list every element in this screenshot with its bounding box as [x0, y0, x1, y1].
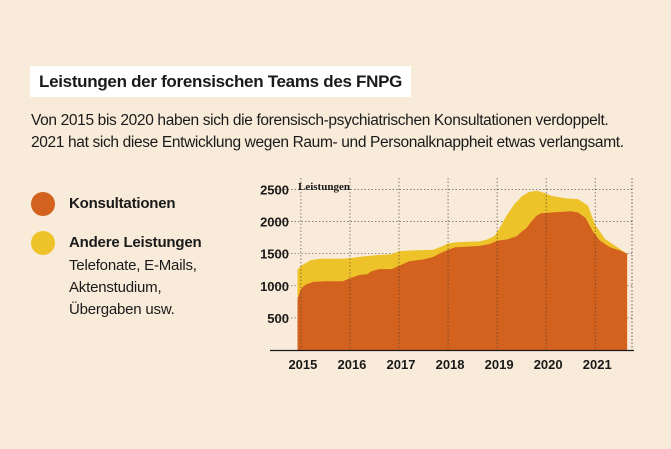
y-tick-label: 2000: [260, 215, 289, 230]
y-tick-label: 1500: [260, 247, 289, 262]
x-tick-label: 2015: [288, 357, 317, 372]
x-tick-label: 2019: [485, 357, 514, 372]
chart-subtitle: Von 2015 bis 2020 haben sich die forensi…: [31, 110, 661, 154]
subtitle-line-1: Von 2015 bis 2020 haben sich die forensi…: [31, 112, 609, 129]
chart-title: Leistungen der forensischen Teams des FN…: [30, 66, 412, 97]
legend-label-konsultationen: Konsultationen: [69, 195, 176, 212]
x-tick-label: 2016: [337, 357, 366, 372]
legend-description-line: Telefonate, E-Mails,: [69, 257, 197, 274]
y-axis-label: Leistungen: [298, 181, 350, 193]
legend-swatch-konsultationen: [31, 192, 55, 216]
x-tick-label: 2017: [387, 357, 416, 372]
legend-label-andere-leistungen: Andere Leistungen: [69, 234, 202, 251]
y-tick-label: 500: [267, 311, 289, 326]
x-tick-label: 2018: [436, 357, 465, 372]
y-tick-label: 1000: [260, 279, 289, 294]
x-tick-label: 2021: [583, 357, 612, 372]
legend-swatch-andere-leistungen: [31, 231, 55, 255]
legend-description-line: Aktenstudium,: [69, 279, 162, 296]
subtitle-line-2: 2021 hat sich diese Entwicklung wegen Ra…: [31, 134, 624, 151]
area-series-konsultationen: [297, 211, 628, 350]
x-tick-label: 2020: [534, 357, 563, 372]
legend-description-line: Übergaben usw.: [69, 301, 175, 318]
y-tick-label: 2500: [260, 182, 289, 197]
legend-description-andere-leistungen: Telefonate, E-Mails, Aktenstudium, Überg…: [69, 255, 197, 321]
